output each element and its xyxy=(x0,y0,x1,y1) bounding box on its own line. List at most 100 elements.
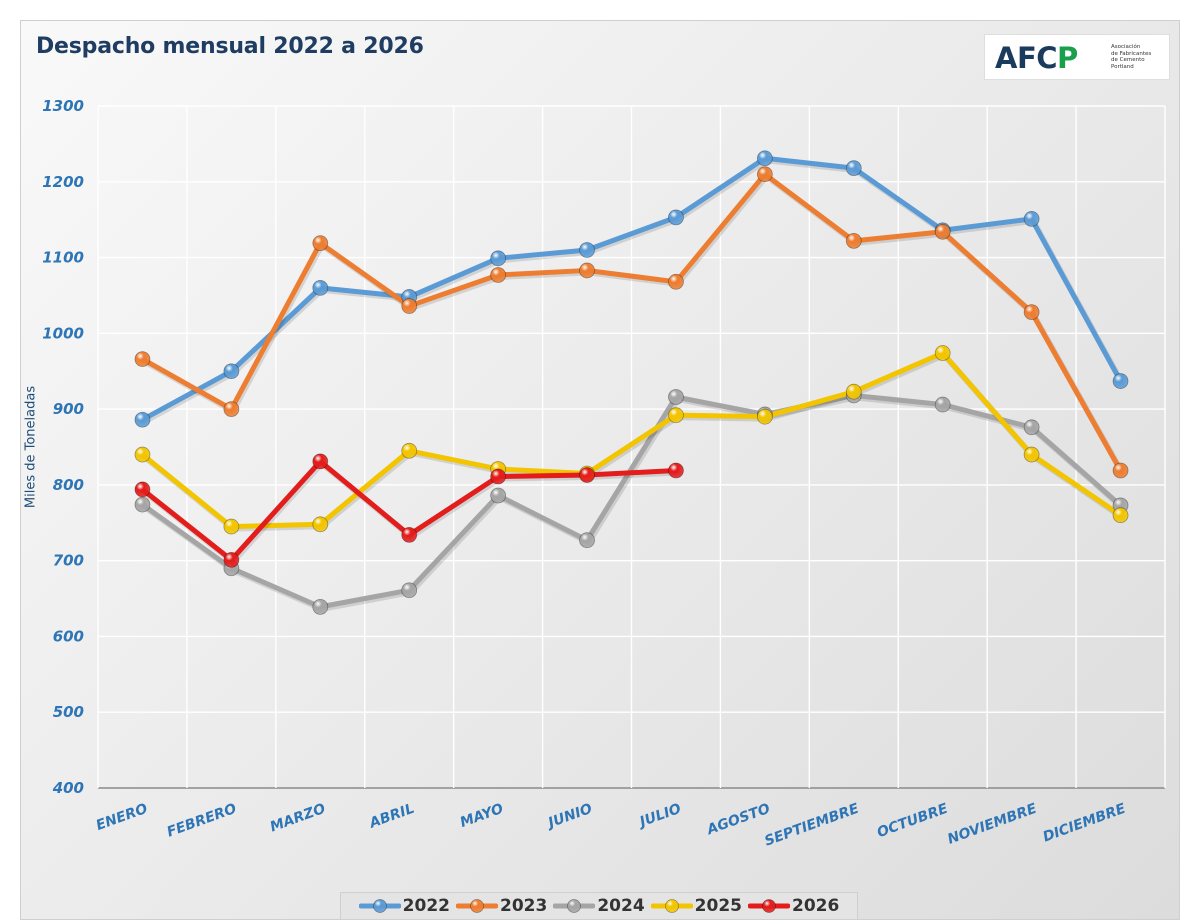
x-tick-label: ENERO xyxy=(94,801,150,834)
data-point-2026 xyxy=(401,527,418,543)
data-point-2024 xyxy=(312,598,329,615)
logo-caption: Asociación de Fabricantes de Cemento Por… xyxy=(1111,44,1169,70)
x-tick-label: SEPTIEMBRE xyxy=(762,801,861,850)
x-tick-label: OCTUBRE xyxy=(875,801,951,842)
logo-caption-line: de Cemento xyxy=(1111,57,1145,63)
series-line-2022 xyxy=(139,155,1124,423)
data-point-2023 xyxy=(1023,304,1040,321)
data-point-2022 xyxy=(1023,211,1040,227)
data-point-2024 xyxy=(579,532,595,549)
data-point-2022 xyxy=(756,150,773,167)
data-point-2026 xyxy=(668,462,684,479)
x-tick-label: FEBRERO xyxy=(165,801,239,841)
data-point-2022 xyxy=(223,363,240,380)
data-point-2025 xyxy=(134,446,151,463)
x-tick-label: JULIO xyxy=(635,801,683,832)
afcp-logo: AFCP Asociación de Fabricantes de Cement… xyxy=(984,34,1170,80)
data-point-2022 xyxy=(1112,373,1129,389)
data-point-2024 xyxy=(934,396,951,413)
gridlines xyxy=(97,105,1166,789)
data-point-2023 xyxy=(668,273,684,290)
x-tick-label: NOVIEMBRE xyxy=(945,801,1039,848)
data-point-2023 xyxy=(312,235,329,252)
data-point-2022 xyxy=(134,411,151,428)
data-point-2022 xyxy=(579,242,595,258)
x-tick-label: MAYO xyxy=(458,801,506,831)
x-axis-ticks: ENERO FEBRERO MARZO ABRIL MAYO JUNIO JULIO AGOS… xyxy=(94,801,1128,850)
data-point-2026 xyxy=(223,552,240,568)
data-point-2024 xyxy=(1023,419,1040,436)
data-point-2023 xyxy=(579,262,595,279)
legend-item-2022: 2022 xyxy=(358,896,450,916)
legend-label: 2023 xyxy=(500,896,548,916)
legend-swatch xyxy=(650,899,693,913)
y-tick-label: 500 xyxy=(53,703,84,721)
x-tick-label: DICIEMBRE xyxy=(1041,801,1128,846)
legend-swatch xyxy=(747,899,790,913)
legend-label: 2025 xyxy=(694,896,742,916)
data-point-2024 xyxy=(668,389,684,405)
data-point-2023 xyxy=(490,267,507,283)
y-tick-label: 1100 xyxy=(42,249,84,267)
legend-swatch xyxy=(553,899,596,913)
data-point-2025 xyxy=(934,345,951,361)
logo-caption-line: Asociación xyxy=(1111,44,1141,50)
legend-label: 2026 xyxy=(791,896,840,916)
data-point-2024 xyxy=(490,487,507,504)
data-point-2022 xyxy=(490,250,507,267)
series-markers xyxy=(134,150,1129,615)
data-point-2023 xyxy=(756,166,773,183)
x-tick-label: ABRIL xyxy=(367,801,417,832)
series-line-2023 xyxy=(139,171,1124,473)
legend-swatch xyxy=(456,899,498,913)
series-lines xyxy=(139,155,1126,612)
legend-item-2026: 2026 xyxy=(747,896,840,916)
data-point-2023 xyxy=(934,223,951,240)
data-point-2025 xyxy=(312,516,329,533)
data-point-2025 xyxy=(1023,446,1040,463)
x-tick-label: AGOSTO xyxy=(704,801,772,839)
y-tick-label: 1300 xyxy=(42,97,84,115)
legend-item-2023: 2023 xyxy=(456,896,547,916)
data-point-2025 xyxy=(845,383,862,400)
data-point-2024 xyxy=(134,496,151,513)
chart-title: Despacho mensual 2022 a 2026 xyxy=(36,34,424,59)
logo-mark: AFCP xyxy=(995,41,1078,75)
data-point-2025 xyxy=(401,442,418,459)
y-tick-label: 900 xyxy=(53,400,84,418)
data-point-2026 xyxy=(579,467,595,483)
legend-item-2024: 2024 xyxy=(553,896,645,916)
legend-label: 2024 xyxy=(597,896,645,916)
data-point-2023 xyxy=(401,298,418,314)
data-point-2026 xyxy=(490,468,507,485)
data-point-2022 xyxy=(312,279,329,296)
data-point-2025 xyxy=(1112,507,1129,524)
x-tick-label: JUNIO xyxy=(543,801,594,833)
series-line-2024 xyxy=(139,392,1124,610)
data-point-2025 xyxy=(756,408,773,425)
data-point-2025 xyxy=(223,518,240,535)
y-axis-ticks: 400 500 600 700 800 900 1000 1100 1200 1300 xyxy=(42,97,84,797)
data-point-2022 xyxy=(845,160,862,177)
y-tick-label: 400 xyxy=(52,779,84,797)
data-point-2022 xyxy=(668,209,684,226)
series-line-2025 xyxy=(139,350,1124,530)
data-point-2024 xyxy=(401,582,418,599)
data-point-2026 xyxy=(312,453,329,470)
data-point-2026 xyxy=(134,481,151,498)
data-point-2023 xyxy=(223,401,240,418)
data-point-2025 xyxy=(668,407,684,424)
data-point-2023 xyxy=(845,232,862,249)
data-point-2023 xyxy=(1112,462,1129,479)
legend-label: 2022 xyxy=(402,896,450,916)
legend: 2022 2023 2024 2025 2026 xyxy=(340,892,858,920)
x-tick-label: MARZO xyxy=(268,801,328,836)
logo-caption-line: Portland xyxy=(1111,63,1134,70)
y-tick-label: 600 xyxy=(53,627,84,645)
y-tick-label: 1200 xyxy=(42,173,84,191)
y-tick-label: 700 xyxy=(53,552,84,570)
legend-swatch xyxy=(358,899,401,913)
y-tick-label: 1000 xyxy=(42,324,84,342)
series-line-2026 xyxy=(139,458,679,563)
